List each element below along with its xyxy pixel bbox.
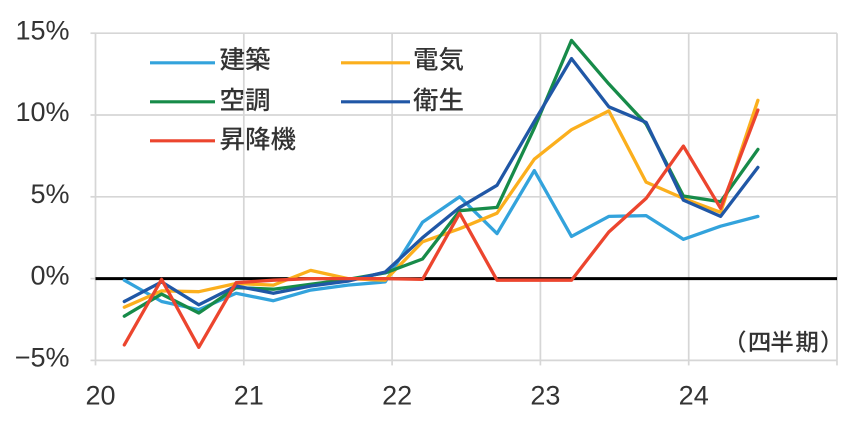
svg-text:23: 23: [530, 380, 560, 410]
svg-text:24: 24: [679, 380, 709, 410]
svg-text:20: 20: [85, 380, 115, 410]
svg-text:22: 22: [382, 380, 412, 410]
svg-text:0%: 0%: [30, 261, 69, 291]
svg-text:21: 21: [234, 380, 264, 410]
svg-text:5%: 5%: [30, 179, 69, 209]
svg-text:10%: 10%: [15, 97, 69, 127]
svg-text:−5%: −5%: [15, 343, 70, 373]
svg-text:15%: 15%: [15, 15, 69, 45]
